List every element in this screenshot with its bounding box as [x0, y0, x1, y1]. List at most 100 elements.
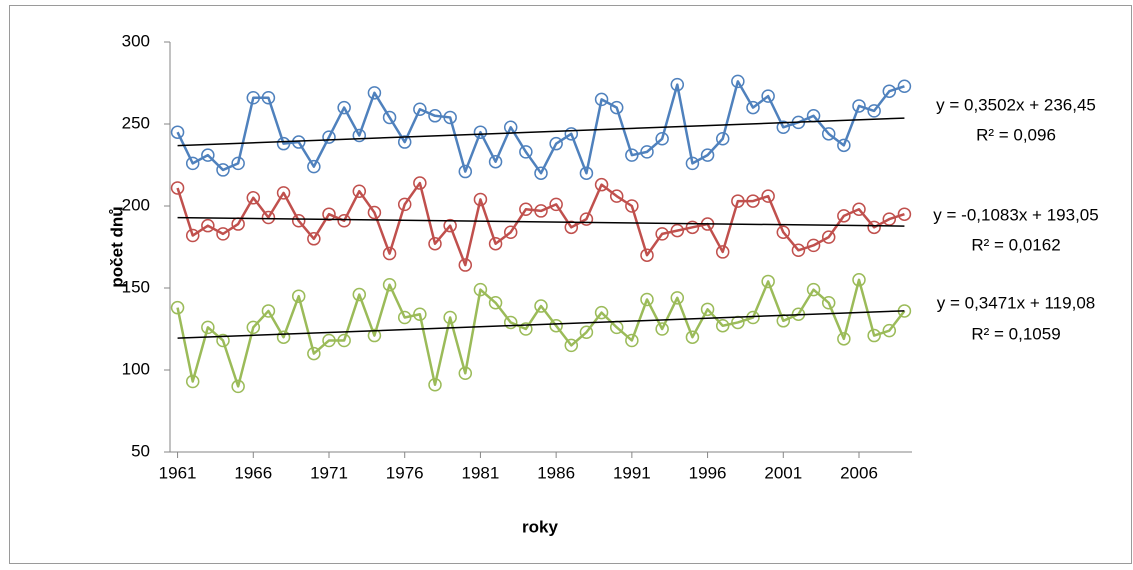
- data-point: [700, 302, 715, 317]
- data-point: [246, 191, 261, 205]
- trendline: [177, 310, 905, 339]
- data-point: [700, 148, 715, 162]
- y-tick-label: 150: [122, 277, 150, 296]
- data-point: [564, 220, 579, 235]
- data-point: [655, 132, 669, 146]
- data-point: [640, 292, 654, 307]
- trendline: [177, 117, 905, 147]
- data-point: [231, 156, 245, 171]
- y-tick-label: 50: [131, 441, 150, 460]
- data-point: [837, 138, 851, 153]
- data-point: [534, 299, 548, 313]
- data-point: [458, 366, 473, 381]
- x-tick-label: 1981: [462, 463, 500, 482]
- data-point: [534, 166, 548, 180]
- data-point: [428, 109, 442, 123]
- data-point: [261, 91, 276, 105]
- data-point: [352, 184, 367, 198]
- data-point: [761, 89, 775, 103]
- data-point: [685, 156, 700, 171]
- data-point: [170, 300, 185, 315]
- data-point: [382, 246, 397, 261]
- data-point: [276, 186, 291, 200]
- data-point: [519, 202, 533, 217]
- data-point: [882, 84, 897, 98]
- y-tick-label: 100: [122, 359, 150, 378]
- data-point: [579, 212, 594, 226]
- x-tick-label: 1961: [159, 463, 197, 482]
- data-point: [625, 199, 639, 213]
- data-point: [276, 330, 291, 344]
- data-point: [367, 328, 382, 343]
- data-point: [625, 148, 639, 162]
- data-point: [791, 243, 806, 258]
- data-point: [685, 220, 700, 235]
- data-point: [488, 296, 503, 310]
- data-point: [503, 315, 518, 330]
- data-point: [549, 136, 563, 151]
- data-point: [867, 328, 881, 343]
- data-point: [246, 320, 261, 335]
- x-tick-label: 1971: [310, 463, 348, 482]
- data-point: [352, 287, 367, 302]
- data-point: [594, 177, 609, 192]
- data-point: [367, 86, 382, 100]
- data-point: [625, 333, 639, 348]
- data-point: [564, 127, 579, 141]
- data-point: [852, 273, 866, 287]
- data-point: [473, 192, 488, 207]
- data-point: [443, 218, 457, 233]
- data-point: [685, 330, 700, 344]
- data-point: [428, 236, 442, 251]
- x-tick-label: 1996: [689, 463, 727, 482]
- trendline-r2: R² = 0,0162: [971, 235, 1060, 254]
- data-point: [503, 225, 518, 239]
- data-point: [307, 346, 321, 361]
- data-point: [382, 277, 397, 292]
- data-point: [867, 104, 881, 118]
- data-point: [458, 164, 473, 179]
- trendline-equation: y = 0,3471x + 119,08: [937, 293, 1095, 312]
- data-point: [806, 238, 821, 253]
- x-axis-label: roky: [522, 517, 558, 536]
- x-tick-label: 1976: [386, 463, 424, 482]
- data-point: [337, 100, 351, 115]
- y-tick-label: 200: [122, 195, 150, 214]
- data-point: [549, 318, 563, 333]
- data-point: [322, 130, 336, 144]
- data-point: [731, 194, 745, 208]
- x-tick-label: 2006: [840, 463, 878, 482]
- data-point: [185, 228, 200, 243]
- data-point: [428, 378, 442, 392]
- data-point: [519, 322, 533, 336]
- y-axis-label: počet dnů: [107, 206, 126, 287]
- trendline-r2: R² = 0,1059: [971, 324, 1060, 343]
- data-point: [640, 145, 654, 159]
- data-point: [594, 92, 609, 107]
- data-point: [261, 210, 276, 225]
- data-point: [837, 209, 851, 223]
- data-point: [367, 205, 382, 220]
- data-point: [488, 154, 503, 169]
- data-point: [291, 135, 306, 149]
- data-point: [715, 318, 730, 333]
- data-point: [458, 258, 473, 272]
- trendline: [177, 216, 905, 227]
- data-point: [579, 166, 594, 180]
- data-point: [397, 135, 412, 149]
- data-point: [291, 289, 306, 303]
- data-point: [670, 223, 685, 238]
- data-point: [655, 227, 669, 241]
- data-point: [170, 181, 185, 195]
- series-line: [176, 278, 906, 388]
- y-tick-label: 300: [122, 31, 150, 50]
- data-point: [579, 325, 594, 340]
- data-point: [201, 320, 215, 335]
- data-point: [201, 218, 215, 233]
- data-point: [473, 125, 488, 139]
- series-line: [176, 80, 905, 175]
- trendline-equation: y = -0,1083x + 193,05: [933, 205, 1098, 224]
- trendline-r2: R² = 0,096: [976, 125, 1056, 144]
- data-point: [216, 333, 230, 348]
- data-point: [413, 176, 427, 190]
